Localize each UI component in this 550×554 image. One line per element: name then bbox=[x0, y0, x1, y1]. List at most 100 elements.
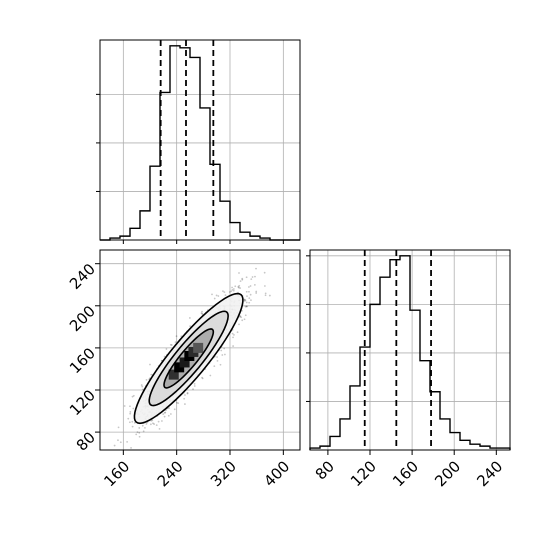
scatter-point bbox=[165, 348, 168, 350]
scatter-point bbox=[231, 286, 234, 289]
scatter-point bbox=[128, 421, 131, 424]
scatter-point bbox=[119, 441, 122, 444]
scatter-point bbox=[251, 276, 254, 278]
scatter-point bbox=[201, 376, 203, 379]
scatter-point bbox=[149, 363, 151, 366]
scatter-point bbox=[173, 408, 176, 411]
scatter-point bbox=[241, 277, 244, 280]
scatter-point bbox=[217, 295, 220, 297]
scatter-point bbox=[243, 318, 246, 321]
scatter-point bbox=[152, 422, 154, 425]
scatter-point bbox=[246, 295, 248, 298]
scatter-point bbox=[231, 332, 234, 335]
hy-histogram-step bbox=[309, 255, 511, 450]
scatter-point bbox=[248, 301, 251, 304]
scatter-point bbox=[255, 267, 257, 270]
scatter-point bbox=[264, 294, 267, 297]
scatter-point bbox=[228, 291, 231, 293]
scatter-point bbox=[153, 423, 155, 425]
scatter-point bbox=[129, 410, 132, 413]
scatter-point bbox=[169, 343, 172, 346]
scatter-point bbox=[129, 405, 131, 408]
scatter-point bbox=[232, 336, 234, 339]
scatter-point bbox=[223, 347, 226, 350]
scatter-point bbox=[132, 394, 135, 397]
scatter-point bbox=[231, 288, 234, 291]
density-core-cell-5 bbox=[193, 342, 204, 353]
scatter-point bbox=[200, 312, 203, 314]
scatter-point bbox=[138, 427, 141, 429]
scatter-point bbox=[188, 317, 191, 319]
hy-xtick-label: 160 bbox=[389, 457, 422, 490]
scatter-point bbox=[255, 292, 258, 294]
scatter-point bbox=[244, 299, 247, 302]
scatter-point bbox=[168, 407, 170, 409]
scatter-point bbox=[245, 305, 248, 308]
scatter-point bbox=[213, 297, 216, 300]
scatter-point bbox=[177, 402, 180, 405]
scatter-point bbox=[234, 285, 237, 288]
scatter-point bbox=[201, 310, 203, 313]
scatter-point bbox=[237, 286, 240, 289]
scatter-point bbox=[113, 444, 116, 447]
scatter-point bbox=[250, 278, 253, 281]
scatter-point bbox=[132, 407, 135, 410]
hx-histogram-step bbox=[100, 45, 300, 241]
scatter-point bbox=[239, 280, 242, 283]
scatter-point bbox=[245, 305, 248, 308]
scatter-point bbox=[209, 374, 212, 377]
scatter-point bbox=[141, 385, 144, 388]
scatter-point bbox=[237, 285, 240, 288]
scatter-point bbox=[255, 290, 258, 293]
scatter-ytick-label: 120 bbox=[66, 386, 99, 419]
scatter-point bbox=[239, 315, 242, 317]
scatter-xtick-label: 320 bbox=[207, 457, 240, 490]
scatter-point bbox=[243, 300, 246, 302]
histogram-y-panel: 80 120 160 200 240 bbox=[306, 249, 511, 490]
scatter-point bbox=[130, 447, 132, 449]
scatter-point bbox=[184, 403, 186, 405]
scatter-point bbox=[162, 413, 165, 415]
scatter-point bbox=[216, 356, 218, 358]
histogram-x-panel bbox=[96, 39, 301, 244]
scatter-point bbox=[163, 355, 166, 358]
scatter-point bbox=[155, 424, 158, 427]
scatter-point bbox=[232, 288, 235, 290]
scatter-ytick-label: 160 bbox=[66, 344, 99, 377]
scatter-point bbox=[163, 411, 166, 414]
density-core-cell-2 bbox=[179, 357, 190, 368]
scatter-point bbox=[244, 314, 247, 317]
scatter-point bbox=[186, 391, 189, 394]
scatter-point bbox=[264, 292, 267, 295]
scatter-point bbox=[136, 431, 139, 434]
scatter-point bbox=[117, 439, 119, 442]
hy-frame bbox=[309, 249, 511, 451]
contour-line-0 bbox=[133, 292, 244, 425]
scatter-point bbox=[245, 290, 248, 293]
scatter-xtick-label: 160 bbox=[100, 457, 133, 490]
hy-xtick-label: 240 bbox=[473, 457, 506, 490]
scatter-point bbox=[245, 276, 248, 279]
scatter-point bbox=[245, 301, 248, 304]
scatter-point bbox=[239, 315, 241, 318]
hy-xtick-label: 80 bbox=[312, 457, 338, 483]
scatter-point bbox=[183, 397, 186, 400]
scatter-point bbox=[131, 425, 134, 428]
scatter-point bbox=[193, 385, 196, 387]
scatter-point bbox=[127, 417, 130, 420]
scatter-point bbox=[123, 405, 126, 407]
density-core-cell-1 bbox=[174, 362, 185, 373]
scatter-point bbox=[250, 299, 252, 302]
scatter-point bbox=[201, 312, 204, 315]
scatter-point bbox=[140, 384, 143, 386]
hy-xtick-label: 120 bbox=[347, 457, 380, 490]
scatter-point bbox=[131, 420, 134, 423]
hx-frame bbox=[99, 39, 301, 241]
scatter-point bbox=[149, 423, 152, 426]
scatter-point bbox=[145, 379, 148, 381]
scatter-point bbox=[151, 419, 154, 422]
scatter-point bbox=[232, 345, 235, 347]
